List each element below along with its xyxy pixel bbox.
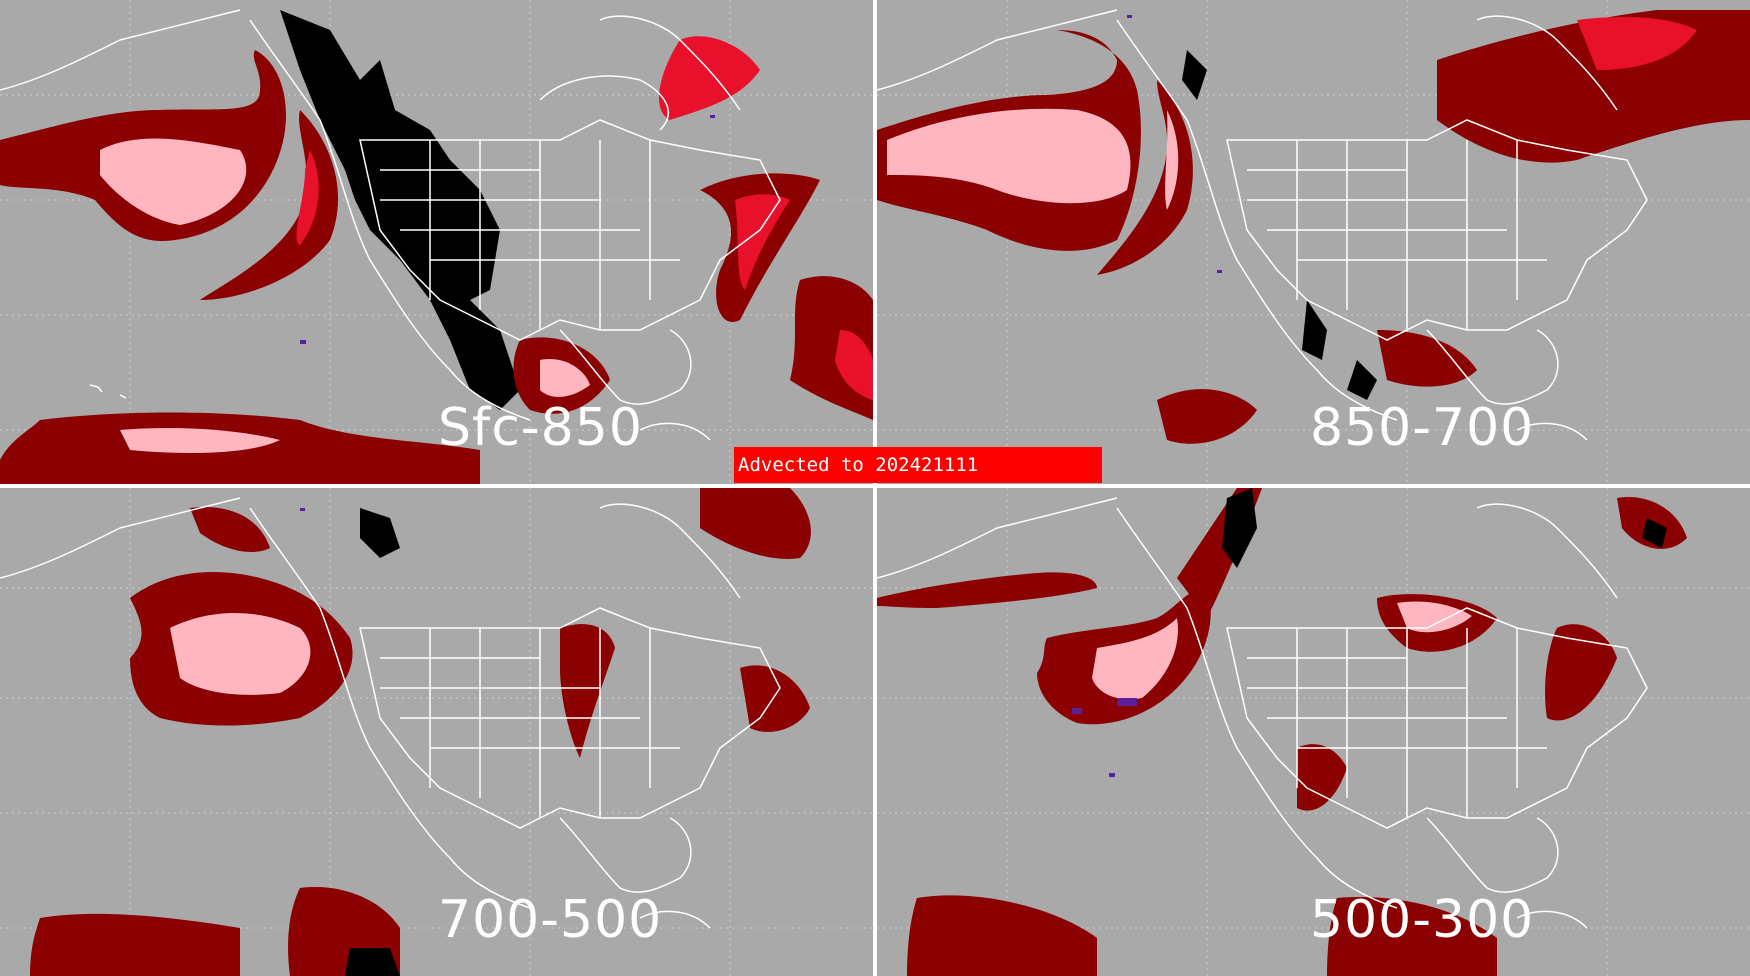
panel-500-300: 500-300 bbox=[877, 488, 1750, 976]
moisture-east-core bbox=[735, 194, 790, 290]
map-sfc-850 bbox=[0, 0, 873, 484]
moisture-east-2 bbox=[740, 665, 810, 732]
moisture-central-core bbox=[1397, 601, 1472, 633]
dry-region-2 bbox=[345, 948, 400, 976]
purple-specks bbox=[1072, 698, 1137, 777]
purple-specks bbox=[1127, 15, 1222, 273]
moisture-south bbox=[907, 895, 1097, 976]
moisture-south-2 bbox=[1327, 897, 1497, 976]
moisture-south bbox=[1157, 389, 1257, 444]
moisture-west bbox=[877, 572, 1097, 608]
panel-label-sfc-850: Sfc-850 bbox=[438, 398, 643, 458]
purple-specks bbox=[300, 115, 715, 344]
panel-850-700: 850-700 bbox=[877, 0, 1750, 484]
panel-700-500: 700-500 bbox=[0, 488, 873, 976]
moisture-far-east-core bbox=[835, 330, 873, 400]
moisture-band-core bbox=[296, 150, 319, 245]
moisture-north bbox=[190, 507, 270, 553]
panel-label-850-700: 850-700 bbox=[1310, 398, 1535, 458]
moisture-mid bbox=[1297, 744, 1347, 811]
moisture-band bbox=[200, 110, 339, 300]
panel-label-500-300: 500-300 bbox=[1310, 890, 1535, 950]
moisture-plume-core bbox=[170, 613, 311, 695]
moisture-south bbox=[30, 913, 240, 976]
dry-region bbox=[1302, 300, 1327, 360]
moisture-south-core bbox=[540, 359, 590, 397]
map-850-700 bbox=[877, 0, 1750, 484]
moisture-southwest-core bbox=[120, 428, 280, 453]
dry-band bbox=[1222, 488, 1257, 568]
dry-northeast bbox=[1642, 518, 1667, 548]
dry-region bbox=[360, 508, 400, 558]
panel-label-700-500: 700-500 bbox=[438, 890, 663, 950]
moisture-northeast bbox=[659, 36, 760, 120]
coastlines bbox=[877, 9, 1648, 441]
moisture-plume-core bbox=[887, 108, 1131, 204]
moisture-northeast bbox=[700, 488, 811, 559]
map-700-500 bbox=[0, 488, 873, 976]
map-500-300 bbox=[877, 488, 1750, 976]
advected-banner: Advected to 202421111 bbox=[734, 447, 1102, 483]
moisture-plume-core bbox=[100, 138, 247, 225]
dry-region-3 bbox=[1182, 50, 1207, 100]
coastlines bbox=[0, 497, 781, 929]
coastlines bbox=[877, 497, 1648, 929]
moisture-east bbox=[560, 624, 615, 758]
purple-specks bbox=[300, 508, 305, 511]
moisture-east bbox=[1545, 624, 1617, 721]
moisture-swirl-core bbox=[1092, 618, 1178, 700]
moisture-gulf bbox=[1377, 330, 1477, 387]
panel-sfc-850: Sfc-850 bbox=[0, 0, 873, 484]
moisture-band-core bbox=[1165, 110, 1179, 210]
moisture-northeast-core bbox=[1577, 17, 1697, 70]
dry-region-2 bbox=[1347, 360, 1377, 400]
coastlines bbox=[0, 9, 781, 441]
